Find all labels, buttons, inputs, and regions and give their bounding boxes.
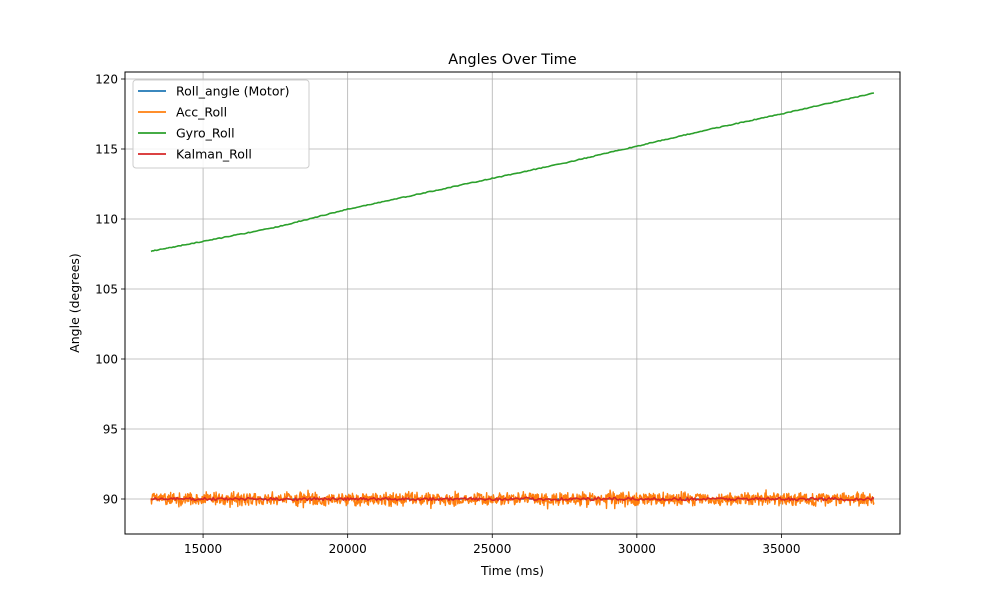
y-axis-label: Angle (degrees) xyxy=(67,253,82,353)
axes-frame xyxy=(124,71,901,535)
x-tick-label: 30000 xyxy=(618,542,656,556)
y-tick-label: 105 xyxy=(95,283,118,297)
series-line-3 xyxy=(150,496,875,502)
y-tick-label: 120 xyxy=(95,73,118,87)
plot-area xyxy=(150,92,875,510)
y-tick-label: 100 xyxy=(95,353,118,367)
legend-label-0: Roll_angle (Motor) xyxy=(176,84,290,99)
legend: Roll_angle (Motor) Acc_Roll Gyro_Roll Kalma… xyxy=(132,79,310,169)
y-tick-label: 115 xyxy=(95,143,118,157)
x-tick-label: 25000 xyxy=(473,542,511,556)
legend-label-1: Acc_Roll xyxy=(176,105,227,120)
x-tick-label: 35000 xyxy=(762,542,800,556)
series-line-2 xyxy=(150,92,875,253)
legend-label-3: Kalman_Roll xyxy=(176,147,252,162)
x-axis-label: Time (ms) xyxy=(480,563,544,578)
x-tick-label: 15000 xyxy=(184,542,222,556)
legend-label-2: Gyro_Roll xyxy=(176,126,235,141)
chart-title: Angles Over Time xyxy=(448,52,576,68)
y-tick-label: 95 xyxy=(103,423,118,437)
y-tick-label: 110 xyxy=(95,213,118,227)
ticks: 15000 20000 25000 30000 35000 90 95 100 105 110 11… xyxy=(95,73,800,557)
grid xyxy=(125,72,900,534)
y-tick-label: 90 xyxy=(103,493,118,507)
legend-box xyxy=(132,79,310,169)
x-tick-label: 20000 xyxy=(329,542,367,556)
